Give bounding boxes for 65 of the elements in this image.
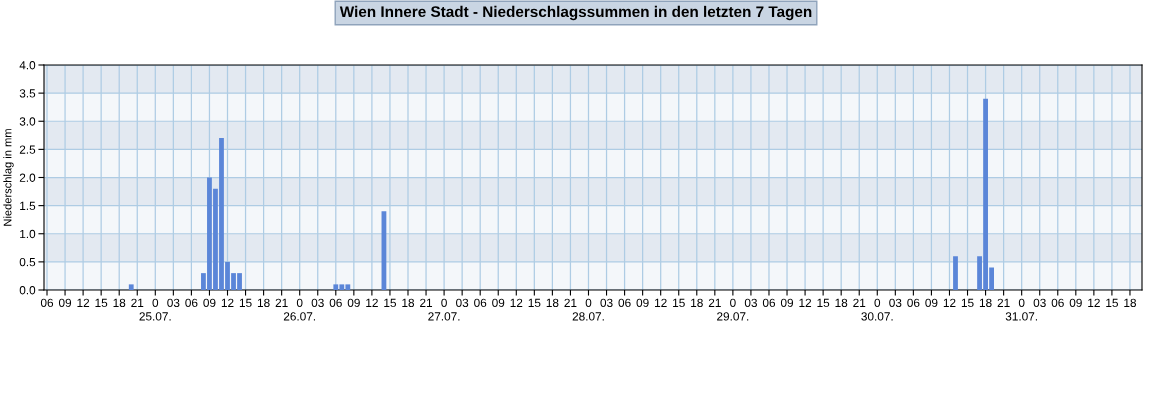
x-tick-label: 06 <box>907 298 920 307</box>
x-tick-label: 21 <box>564 298 577 307</box>
x-tick-label: 03 <box>889 298 902 307</box>
x-tick-label: 21 <box>131 298 144 307</box>
x-tick-label: 12 <box>655 298 667 307</box>
x-tick-label: 03 <box>311 298 324 307</box>
x-tick-label: 21 <box>997 298 1010 307</box>
y-tick-label: 4.0 <box>19 61 36 70</box>
y-tick-label: 0.0 <box>19 286 36 295</box>
chart-title: Wien Innere Stadt - Niederschlagssummen in den letzten 7 Tagen <box>339 5 812 21</box>
x-tick-label: 12 <box>1088 298 1100 307</box>
x-tick-label: 15 <box>95 298 108 307</box>
x-tick-label: 18 <box>691 298 703 307</box>
x-tick-label: 09 <box>1069 298 1082 307</box>
x-tick-label: 09 <box>492 298 505 307</box>
x-tick-label: 09 <box>347 298 360 307</box>
x-tick-label: 15 <box>673 298 685 307</box>
x-tick-label: 18 <box>546 298 559 307</box>
x-tick-label: 12 <box>510 298 523 307</box>
y-axis-title: Niederschlag in mm <box>3 129 14 226</box>
x-tick-label: 06 <box>185 298 198 307</box>
x-tick-label: 18 <box>835 298 848 307</box>
x-tick-label: 18 <box>402 298 415 307</box>
x-tick-label: 09 <box>636 298 649 307</box>
x-tick-label: 18 <box>257 298 270 307</box>
y-tick-label: 0.5 <box>19 257 36 267</box>
y-tick-label: 1.5 <box>20 201 36 211</box>
x-tick-label: 03 <box>744 298 757 307</box>
x-tick-label: 12 <box>366 298 378 307</box>
y-tick-label: 1.0 <box>20 229 36 239</box>
x-tick-label: 18 <box>979 298 992 307</box>
x-tick-label: 15 <box>817 298 830 307</box>
x-tick-label: 03 <box>600 298 613 307</box>
x-tick-label: 18 <box>1124 298 1137 307</box>
x-tick-label: 12 <box>77 298 90 307</box>
y-tick-label: 3.0 <box>19 117 36 126</box>
x-tick-label: 15 <box>384 298 397 307</box>
x-tick-label: 06 <box>762 298 776 307</box>
y-tick-label: 2.0 <box>19 173 36 182</box>
x-tick-label: 15 <box>528 298 541 307</box>
x-tick-label: 15 <box>239 298 252 307</box>
x-tick-label: 21 <box>853 298 866 307</box>
x-tick-label: 18 <box>113 298 126 307</box>
x-tick-label: 06 <box>40 298 54 307</box>
y-tick-label: 3.5 <box>19 89 36 98</box>
x-tick-label: 06 <box>474 298 487 307</box>
x-tick-label: 12 <box>799 298 812 307</box>
x-tick-label: 06 <box>1051 298 1064 307</box>
y-tick-label: 2.5 <box>19 145 36 154</box>
x-tick-label: 12 <box>943 298 956 307</box>
x-tick-label: 15 <box>1106 298 1118 307</box>
x-tick-label: 09 <box>925 298 938 307</box>
x-tick-label: 06 <box>329 298 342 307</box>
x-tick-label: 03 <box>167 298 180 307</box>
x-tick-label: 09 <box>203 298 216 307</box>
x-tick-label: 21 <box>420 298 433 307</box>
x-tick-label: 21 <box>708 298 721 307</box>
x-tick-label: 12 <box>221 298 234 307</box>
x-tick-label: 09 <box>780 298 794 307</box>
x-tick-label: 21 <box>275 298 288 307</box>
x-tick-label: 15 <box>961 298 974 307</box>
x-tick-label: 03 <box>456 298 469 307</box>
x-tick-label: 03 <box>1033 298 1046 307</box>
x-tick-label: 09 <box>58 298 72 307</box>
x-tick-label: 06 <box>618 298 631 307</box>
